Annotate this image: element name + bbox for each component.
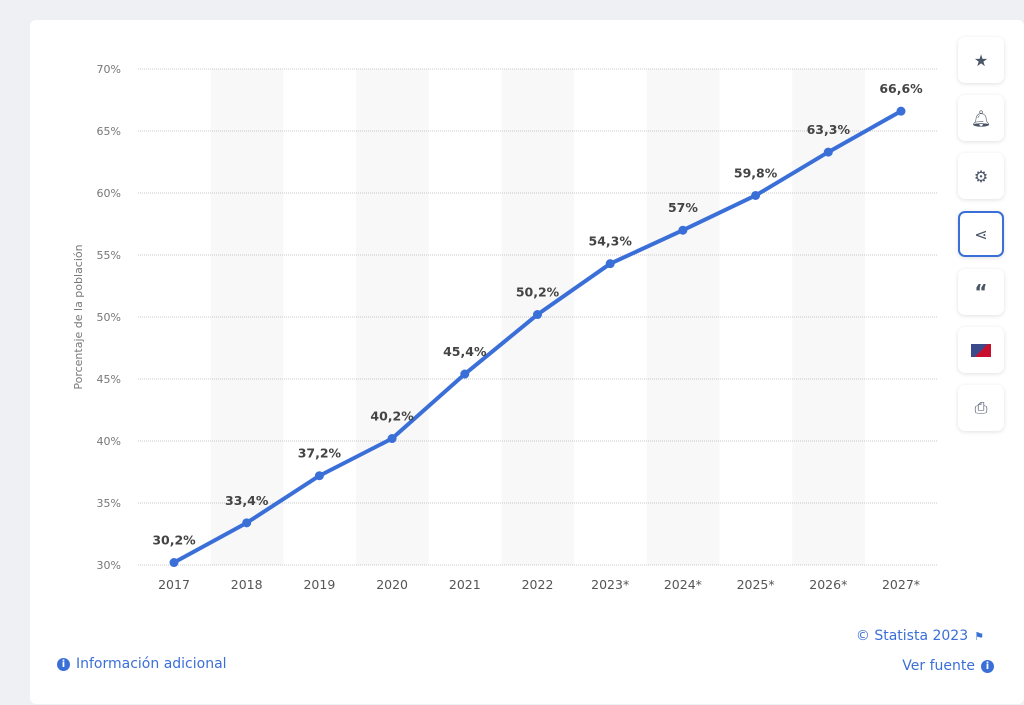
sidebar-toolbar: ★ 🔔︎ ⚙ ⋖ “ ⎙ [958,37,1006,443]
source-link[interactable]: Ver fuente i [902,658,994,674]
x-tick-label: 2021 [449,577,481,592]
copyright-link[interactable]: © Statista 2023 ⚑ [856,628,984,644]
x-tick-label: 2018 [231,577,263,592]
data-label: 59,8% [734,165,778,180]
flag-icon: ⚑ [974,629,984,643]
data-point [242,518,252,528]
data-point [678,225,688,235]
data-point [460,369,470,379]
y-tick-label: 55% [97,249,121,262]
x-tick-label: 2024* [664,577,702,592]
data-label: 33,4% [225,493,269,508]
source-text: Ver fuente [902,658,975,674]
data-point [533,310,542,320]
flag-uk-icon [971,343,991,357]
share-button[interactable]: ⋖ [958,211,1004,257]
y-axis-label: Porcentaje de la población [72,244,85,389]
data-point [387,434,397,444]
print-icon: ⎙ [974,398,988,417]
data-point [314,471,324,481]
y-tick-label: 70% [97,63,121,76]
y-tick-label: 35% [97,497,121,510]
x-tick-label: 2027* [882,577,920,592]
data-label: 50,2% [516,285,560,300]
copyright-text: © Statista 2023 [855,628,969,644]
x-tick-label: 2019 [303,577,335,592]
band [646,69,720,565]
cite-button[interactable]: “ [958,269,1004,315]
y-tick-label: 30% [97,559,121,572]
x-tick-label: 2026* [809,577,847,592]
data-point [169,558,179,568]
y-tick-label: 50% [97,311,121,324]
y-tick-label: 65% [97,125,121,138]
share-icon: ⋖ [974,224,988,244]
notification-button[interactable]: 🔔︎ [958,95,1004,141]
star-icon: ★ [973,50,989,70]
x-tick-label: 2020 [376,577,408,592]
x-tick-label: 2023* [591,577,629,592]
data-label: 66,6% [879,81,923,96]
x-tick-label: 2025* [737,577,775,592]
quote-icon: “ [974,280,988,304]
data-point [823,147,833,157]
favorite-button[interactable]: ★ [958,37,1004,83]
data-label: 45,4% [443,344,487,359]
data-label: 63,3% [807,122,851,137]
y-tick-label: 45% [97,373,121,386]
data-label: 54,3% [589,234,633,249]
data-label: 37,2% [298,446,342,461]
data-point [896,106,906,116]
info-icon: i [57,657,70,671]
x-tick-label: 2022 [522,577,554,592]
gear-icon: ⚙ [973,166,989,186]
data-label: 57% [668,200,698,215]
data-label: 40,2% [370,409,414,424]
data-point [605,259,615,269]
print-button[interactable]: ⎙ [958,385,1004,431]
info-icon: i [981,659,994,673]
data-point [751,190,761,200]
settings-button[interactable]: ⚙ [958,153,1004,199]
language-button[interactable] [958,327,1004,373]
y-tick-label: 40% [97,435,121,448]
y-tick-label: 60% [97,187,121,200]
data-label: 30,2% [152,533,196,548]
bell-icon: 🔔︎ [970,108,992,128]
additional-info-text: Información adicional [76,656,227,672]
x-tick-label: 2017 [158,577,190,592]
additional-info-link[interactable]: i Información adicional [57,656,227,672]
